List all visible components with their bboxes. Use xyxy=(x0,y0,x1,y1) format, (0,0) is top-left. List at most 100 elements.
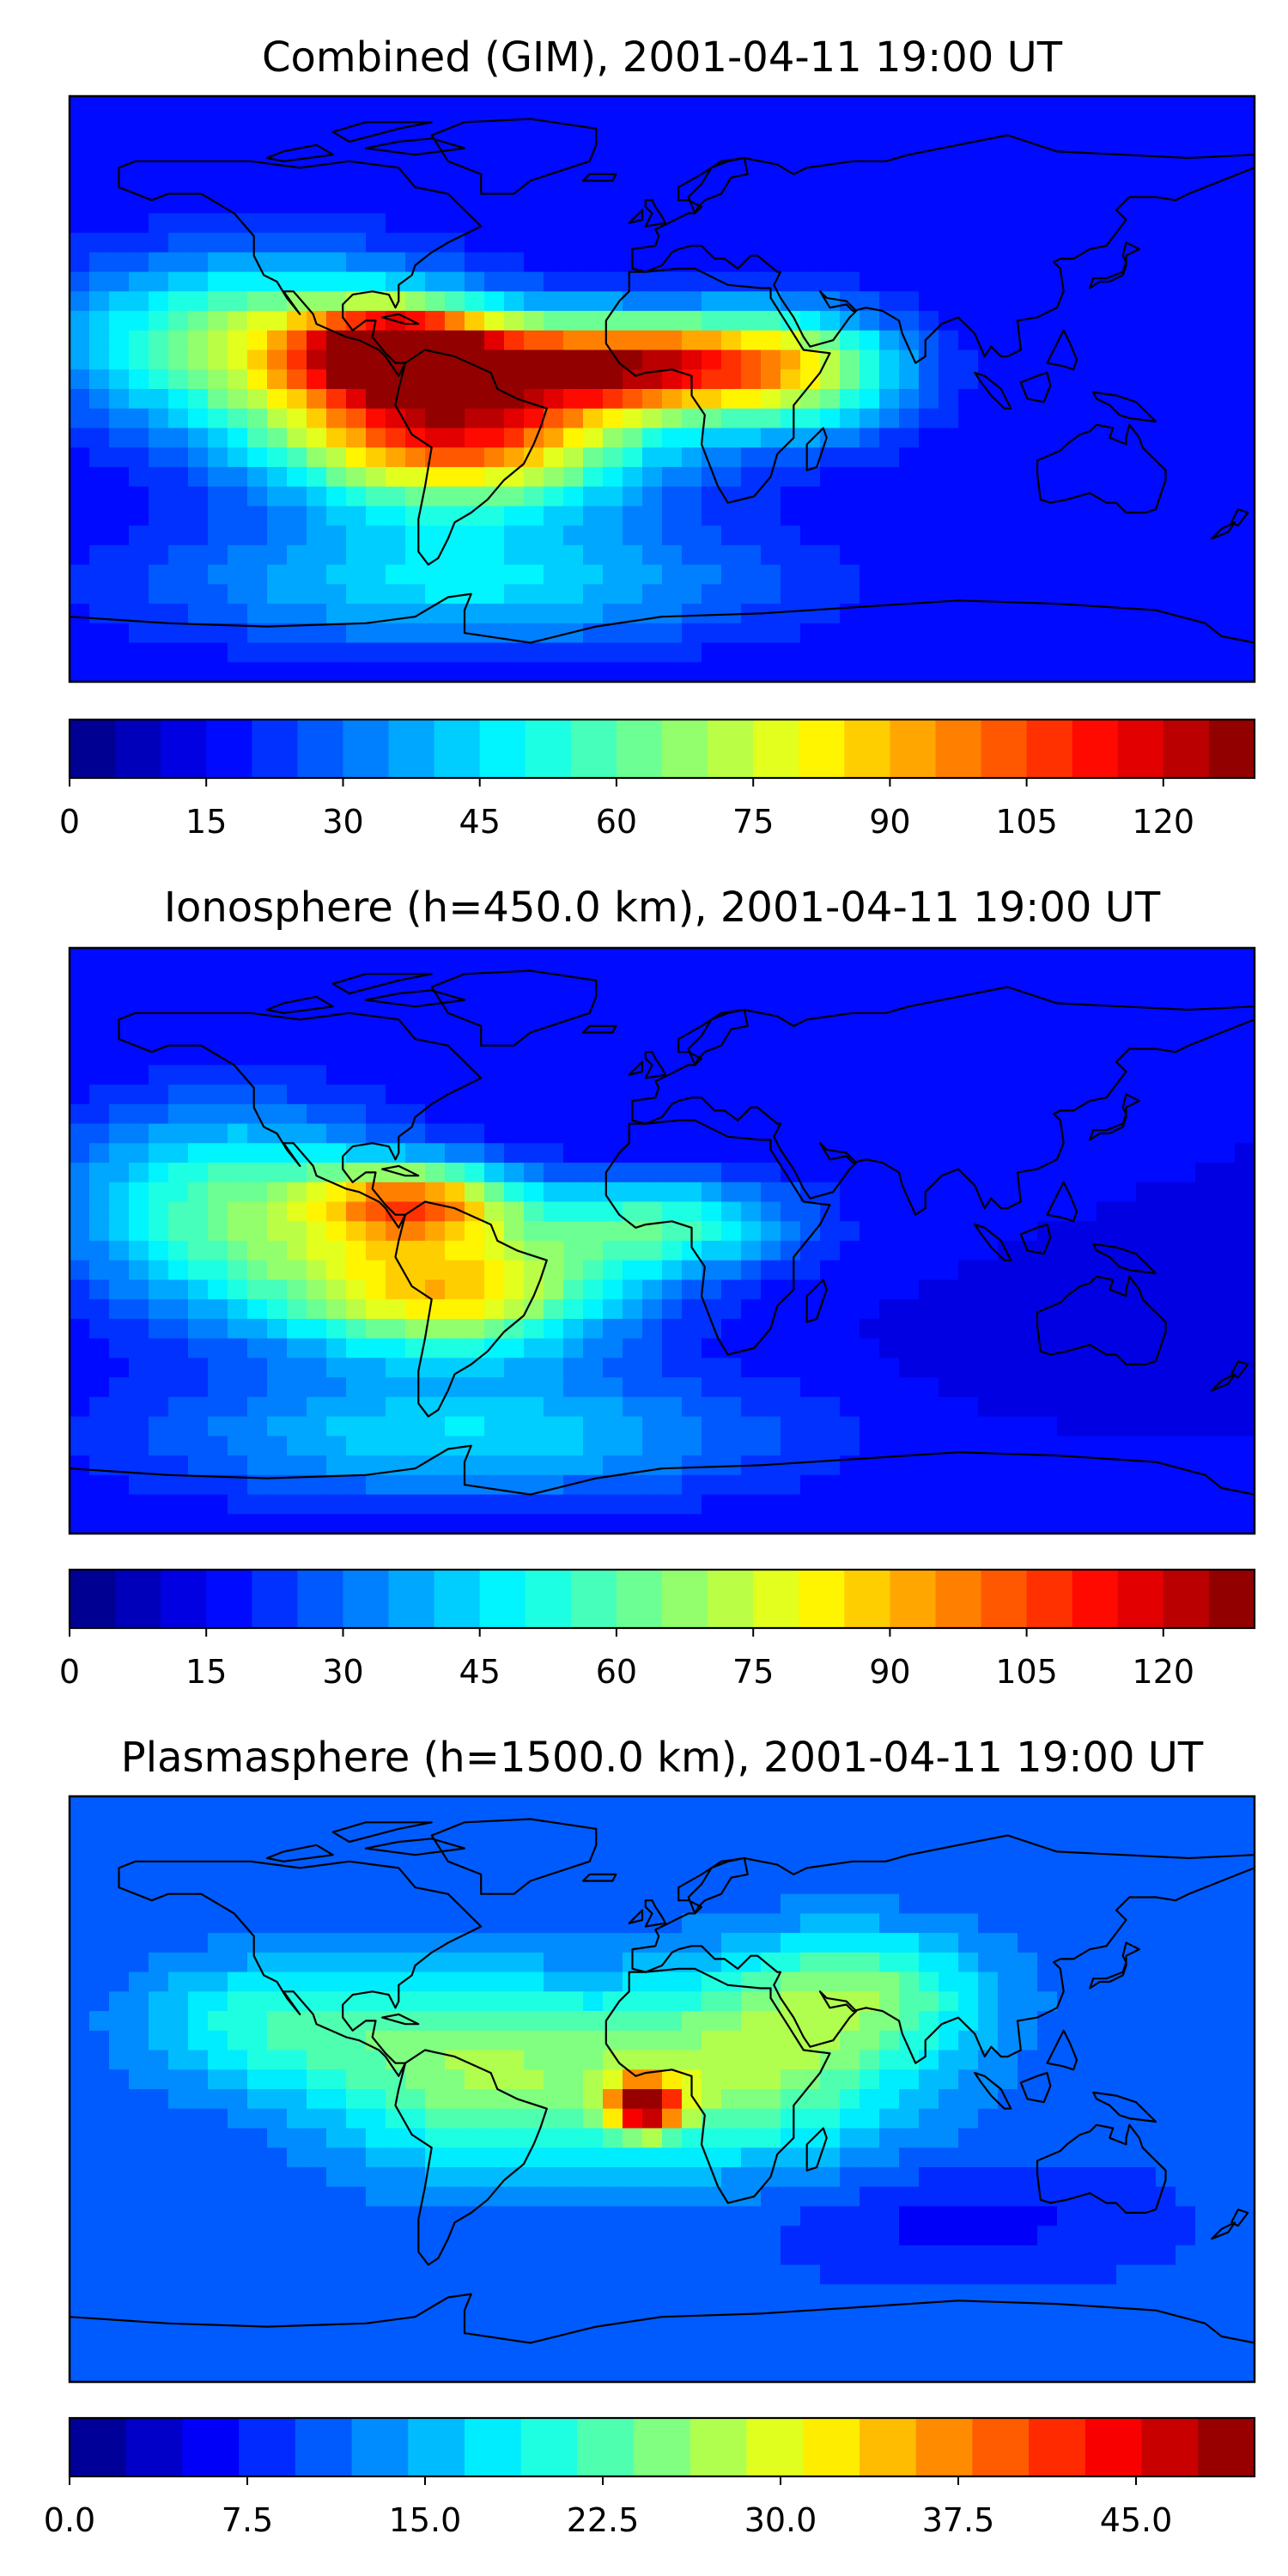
field-cell xyxy=(998,1436,1018,1456)
field-cell xyxy=(228,408,248,429)
field-cell xyxy=(247,1815,268,1837)
field-cell xyxy=(1097,213,1117,234)
field-cell xyxy=(307,389,327,410)
coastline xyxy=(1046,1181,1078,1223)
field-cell xyxy=(721,135,742,155)
field-cell xyxy=(860,1835,880,1856)
field-cell xyxy=(1176,2108,1196,2129)
field-cell xyxy=(386,2148,406,2168)
field-cell xyxy=(820,1474,841,1496)
field-cell xyxy=(1195,1796,1216,1817)
field-cell xyxy=(129,96,149,117)
field-cell xyxy=(860,526,880,546)
field-cell xyxy=(1235,1377,1255,1398)
field-cell xyxy=(702,584,722,605)
field-cell xyxy=(1235,2166,1255,2188)
field-cell xyxy=(465,2148,485,2168)
field-cell xyxy=(465,1084,485,1105)
field-cell xyxy=(1136,564,1157,585)
field-cell xyxy=(1235,2089,1255,2110)
field-cell xyxy=(702,311,722,331)
field-cell xyxy=(1176,2050,1196,2070)
field-cell xyxy=(405,2128,426,2148)
field-cell xyxy=(326,1241,347,1261)
field-cell xyxy=(168,623,189,644)
field-cell xyxy=(741,1396,762,1418)
field-cell xyxy=(208,1874,228,1895)
colorbar-segment xyxy=(844,720,890,778)
field-cell xyxy=(208,1241,228,1261)
field-cell xyxy=(820,948,841,969)
field-cell xyxy=(168,408,189,429)
field-cell xyxy=(1156,408,1176,429)
field-cell xyxy=(386,506,406,526)
field-cell xyxy=(287,1835,307,1856)
field-cell xyxy=(919,1045,939,1066)
field-cell xyxy=(149,96,169,117)
colorbar-segment xyxy=(70,1570,116,1628)
field-cell xyxy=(958,1971,979,1992)
colorbar-segment xyxy=(388,720,435,778)
field-cell xyxy=(1156,291,1176,312)
field-cell xyxy=(603,1123,623,1144)
field-cell xyxy=(682,1006,702,1027)
field-cell xyxy=(425,2166,446,2188)
field-cell xyxy=(781,1358,801,1378)
field-cell xyxy=(168,1006,189,1027)
field-cell xyxy=(1136,233,1157,253)
field-cell xyxy=(465,2108,485,2129)
field-cell xyxy=(544,1318,564,1340)
field-cell xyxy=(445,96,465,117)
field-cell xyxy=(583,213,604,234)
field-cell xyxy=(267,173,288,195)
field-cell xyxy=(1176,2089,1196,2110)
field-cell xyxy=(504,1358,525,1378)
field-cell xyxy=(168,1913,189,1934)
field-cell xyxy=(1057,1874,1078,1895)
field-cell xyxy=(188,1893,209,1914)
field-cell xyxy=(879,1241,900,1261)
field-cell xyxy=(287,447,307,468)
field-cell xyxy=(1018,1874,1038,1895)
field-cell xyxy=(425,1221,446,1242)
field-cell xyxy=(129,2030,149,2051)
field-cell xyxy=(761,486,781,507)
field-cell xyxy=(721,2069,742,2090)
field-cell xyxy=(781,662,801,682)
field-cell xyxy=(228,447,248,468)
field-cell xyxy=(623,330,643,351)
field-cell xyxy=(919,2069,939,2090)
field-cell xyxy=(247,1338,268,1358)
field-cell xyxy=(504,1279,525,1300)
field-cell xyxy=(682,642,702,663)
field-cell xyxy=(524,1796,544,1817)
field-cell xyxy=(89,1045,110,1066)
field-cell xyxy=(899,1260,920,1281)
field-cell xyxy=(484,1045,505,1066)
field-cell xyxy=(939,408,959,429)
field-cell xyxy=(425,1279,446,1300)
field-cell xyxy=(623,428,643,448)
field-cell xyxy=(1215,1103,1236,1125)
field-cell xyxy=(879,1338,900,1358)
field-cell xyxy=(1057,135,1078,155)
field-cell xyxy=(405,2069,426,2090)
field-cell xyxy=(800,428,821,448)
field-cell xyxy=(860,1338,880,1358)
field-cell xyxy=(978,1241,999,1261)
field-cell xyxy=(1176,173,1196,195)
field-cell xyxy=(1116,173,1137,195)
field-cell xyxy=(346,1436,367,1456)
field-cell xyxy=(326,1416,347,1437)
field-cell xyxy=(899,1006,920,1027)
field-cell xyxy=(524,1416,544,1437)
field-cell xyxy=(208,1006,228,1027)
field-cell xyxy=(761,2186,781,2207)
field-cell xyxy=(405,1084,426,1105)
field-cell xyxy=(662,2148,683,2168)
field-cell xyxy=(524,1201,544,1222)
field-cell xyxy=(208,1991,228,2012)
field-cell xyxy=(563,1084,584,1105)
field-cell xyxy=(1195,408,1216,429)
field-cell xyxy=(1176,1913,1196,1934)
